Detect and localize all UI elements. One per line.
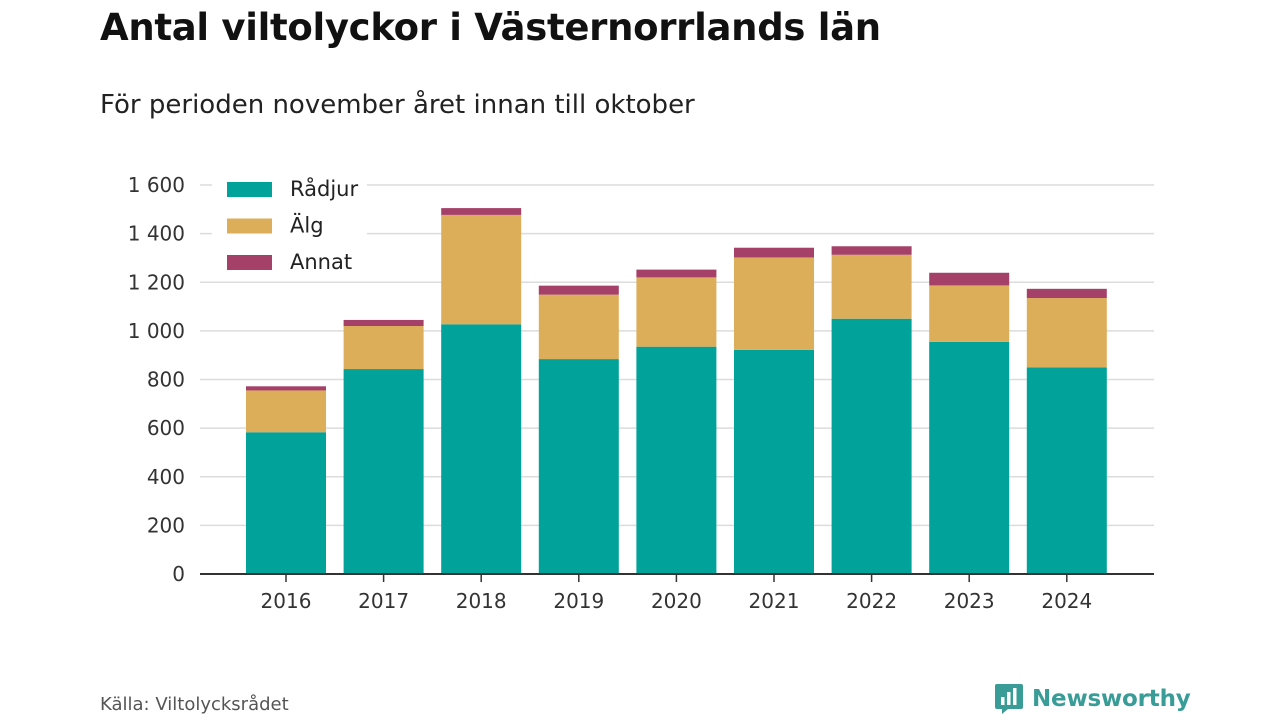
bar-annat-2021 xyxy=(734,247,814,258)
bar-lg-2021 xyxy=(734,257,814,350)
legend-swatch xyxy=(227,255,272,270)
bar-rdjur-2021 xyxy=(734,349,814,574)
y-axis-ticks: 0 200 400 600 800 1 000 1 200 1 400 1 600 xyxy=(128,173,185,586)
bar-annat-2022 xyxy=(831,246,912,255)
chart-subtitle: För perioden november året innan till ok… xyxy=(100,90,695,120)
legend-swatch xyxy=(227,182,272,197)
bar-rdjur-2019 xyxy=(538,359,619,574)
y-tick-label: 1 200 xyxy=(128,270,185,294)
y-tick-label: 800 xyxy=(147,368,185,392)
y-tick-label: 600 xyxy=(147,416,185,440)
x-axis-ticks: 2016 2017 2018 2019 2020 2021 2022 2023 2024 xyxy=(261,574,1092,613)
bar-rdjur-2020 xyxy=(636,346,717,574)
y-tick-label: 400 xyxy=(147,465,185,489)
bar-lg-2017 xyxy=(343,326,424,370)
y-tick-label: 0 xyxy=(172,562,185,586)
bar-annat-2016 xyxy=(246,386,326,391)
chart-title: Antal viltolyckor i Västernorrlands län xyxy=(100,6,881,49)
bar-lg-2016 xyxy=(246,390,326,433)
x-tick-label: 2019 xyxy=(553,589,604,613)
bar-lg-2024 xyxy=(1026,298,1107,368)
legend-label: Älg xyxy=(290,213,324,238)
bar-annat-2017 xyxy=(343,319,424,327)
newsworthy-logo-text: Newsworthy xyxy=(1032,686,1191,712)
legend-label: Annat xyxy=(290,250,352,274)
y-tick-label: 1 000 xyxy=(128,319,185,343)
y-tick-label: 200 xyxy=(147,513,185,537)
bar-lg-2022 xyxy=(831,254,912,319)
bar-annat-2024 xyxy=(1026,288,1107,299)
bar-rdjur-2018 xyxy=(441,324,522,574)
bar-annat-2019 xyxy=(538,285,619,295)
x-tick-label: 2016 xyxy=(261,589,312,613)
legend-swatch xyxy=(227,218,272,234)
y-tick-label: 1 400 xyxy=(128,222,185,246)
x-tick-label: 2018 xyxy=(456,589,507,613)
bar-rdjur-2023 xyxy=(929,341,1010,574)
newsworthy-logo-icon xyxy=(995,684,1023,714)
bar-rdjur-2017 xyxy=(343,369,424,574)
bar-rdjur-2024 xyxy=(1026,367,1107,574)
legend: Rådjur Älg Annat xyxy=(212,168,367,280)
legend-label: Rådjur xyxy=(290,176,358,201)
x-tick-label: 2017 xyxy=(358,589,409,613)
bar-lg-2020 xyxy=(636,277,717,347)
bar-lg-2019 xyxy=(538,294,619,360)
x-tick-label: 2020 xyxy=(651,589,702,613)
newsworthy-logo: Newsworthy xyxy=(994,683,1191,715)
y-tick-label: 1 600 xyxy=(128,173,185,197)
bar-rdjur-2022 xyxy=(831,318,912,574)
bars xyxy=(246,208,1107,574)
x-tick-label: 2022 xyxy=(846,589,897,613)
bar-lg-2018 xyxy=(441,214,522,325)
source-note: Källa: Viltolycksrådet xyxy=(100,694,289,715)
bar-lg-2023 xyxy=(929,285,1010,342)
x-tick-label: 2021 xyxy=(749,589,800,613)
x-tick-label: 2024 xyxy=(1041,589,1092,613)
x-tick-label: 2023 xyxy=(944,589,995,613)
bar-rdjur-2016 xyxy=(246,432,326,574)
bar-annat-2020 xyxy=(636,269,717,278)
bar-annat-2023 xyxy=(929,272,1010,286)
bar-annat-2018 xyxy=(441,208,522,215)
